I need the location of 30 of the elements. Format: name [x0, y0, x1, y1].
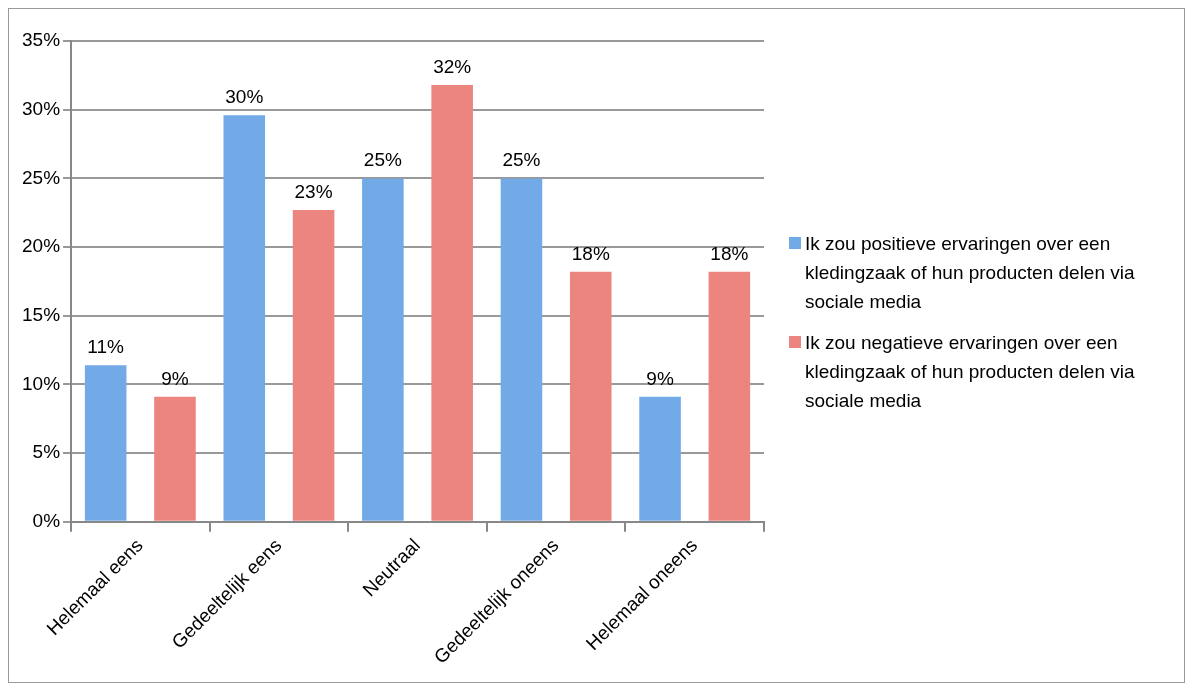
- legend-label: Ik zou positieve ervaringen over een kledingzaak of hun producten delen via sociale media: [805, 232, 1136, 314]
- bar: [154, 396, 196, 521]
- data-label: 23%: [294, 180, 333, 202]
- data-label: 25%: [363, 149, 402, 171]
- bar: [569, 271, 612, 521]
- bar: [431, 84, 473, 521]
- data-label: 9%: [646, 367, 674, 389]
- y-tick-label: 20%: [22, 235, 61, 257]
- data-label: 11%: [87, 335, 125, 357]
- bar: [362, 178, 404, 521]
- data-label: 9%: [161, 367, 189, 389]
- bar: [639, 396, 681, 521]
- legend-label: Ik zou negatieve ervaringen over een kledingzaak of hun producten delen via sociale media: [805, 331, 1136, 413]
- bar: [84, 365, 127, 521]
- bar: [500, 178, 543, 521]
- data-label: 32%: [433, 55, 472, 77]
- bar: [708, 271, 751, 521]
- y-tick-label: 10%: [22, 372, 61, 394]
- y-tick-label: 15%: [22, 304, 61, 326]
- bar: [292, 209, 335, 521]
- data-label: 25%: [502, 149, 541, 171]
- bar: [223, 115, 266, 521]
- y-tick-label: 0%: [32, 510, 61, 532]
- y-tick-label: 35%: [22, 29, 61, 51]
- data-label: 18%: [710, 242, 749, 264]
- y-tick-label: 30%: [22, 97, 61, 119]
- data-label: 18%: [571, 242, 610, 264]
- y-tick-label: 5%: [32, 441, 61, 463]
- y-tick-label: 25%: [22, 166, 61, 188]
- data-label: 30%: [225, 85, 264, 107]
